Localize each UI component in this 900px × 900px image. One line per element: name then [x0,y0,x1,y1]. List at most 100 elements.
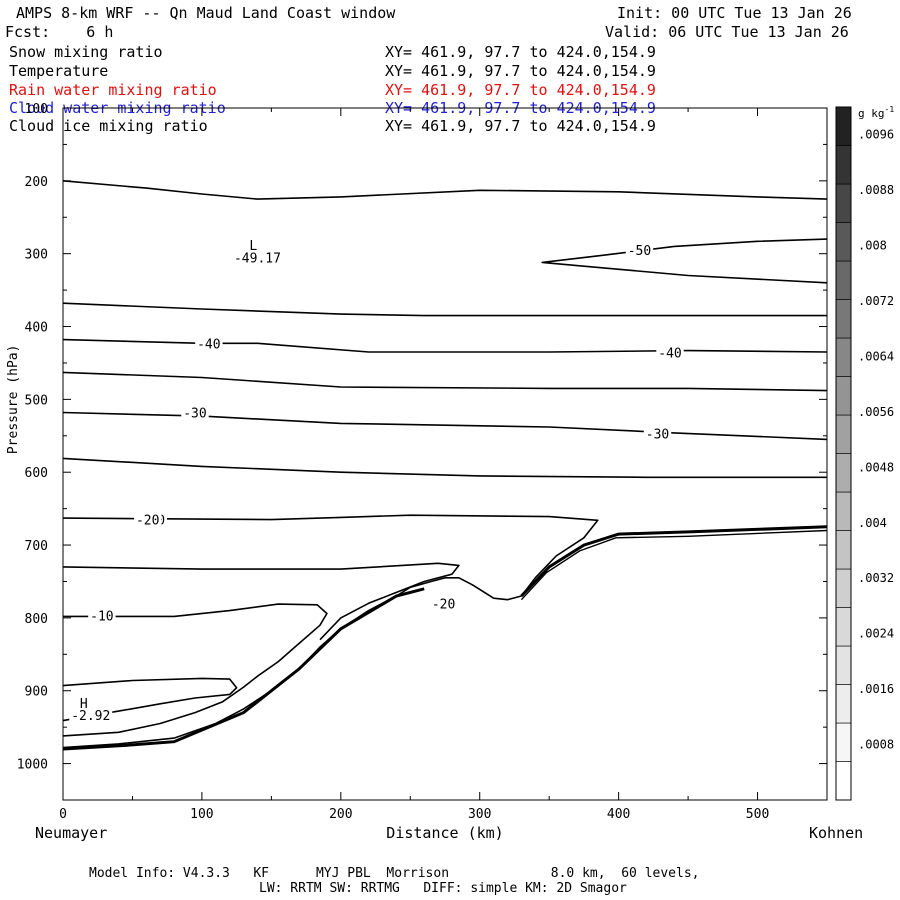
terrain-line [62,587,425,751]
colorbar-tick-label: .0072 [858,294,894,308]
terrain-line-east [520,525,828,598]
forecast-hour: Fcst: 6 h [5,23,114,41]
chart-annotation: -20 [136,514,159,529]
x-tick-label: 200 [329,807,352,822]
chart-annotation: -20 [432,597,455,612]
field-xy-cloud-ice: XY= 461.9, 97.7 to 424.0,154.9 [385,117,656,135]
colorbar-tick-label: .004 [858,516,887,530]
field-xy-snow: XY= 461.9, 97.7 to 424.0,154.9 [385,43,656,61]
colorbar-swatch [835,530,852,570]
colorbar-unit: g kg-1 [858,105,894,120]
colorbar-swatch [835,376,852,416]
chart-annotation-bg [77,697,90,713]
chart-annotation: -49.17 [234,251,281,266]
contour-label: -30 [183,406,206,421]
footer-model-info: Model Info: V4.3.3 KF MYJ PBL Morrison 8… [89,866,700,881]
colorbar-tick-label: .0064 [858,349,894,363]
contour-label-bg [625,244,654,260]
x-axis-title: Distance (km) [386,824,503,842]
contour-line [520,529,828,601]
x-tick-label: 500 [746,807,769,822]
y-axis-title: Pressure (hPa) [6,345,21,455]
colorbar-tick-label: .0096 [858,128,894,142]
contour-label: -10 [90,610,113,625]
x-tick-label: 400 [607,807,630,822]
colorbar-tick-label: .0048 [858,460,894,474]
y-tick-label: 100 [25,102,48,117]
colorbar-unit-exponent: -1 [885,105,895,114]
colorbar-tick-label: .0032 [858,571,894,585]
footer-physics-info: LW: RRTM SW: RRTMG DIFF: simple KM: 2D S… [259,881,627,896]
colorbar-swatch [835,453,852,493]
y-tick-label: 1000 [17,758,48,773]
colorbar-tick-label: .0056 [858,405,894,419]
chart-annotation: L [249,239,257,254]
colorbar-tick-label: .0016 [858,682,894,696]
colorbar-swatch [835,568,852,608]
y-tick-label: 400 [25,321,48,336]
contour-line [62,677,238,722]
colorbar-swatch [835,491,852,531]
field-xy-temperature: XY= 461.9, 97.7 to 424.0,154.9 [385,62,656,80]
contour-line [541,238,828,284]
contour-line [62,338,828,353]
chart-annotation: -40 [658,347,681,362]
colorbar-tick-label: .0024 [858,627,894,641]
chart-annotation-bg [134,514,162,530]
y-tick-label: 700 [25,539,48,554]
field-name-rain: Rain water mixing ratio [9,81,217,99]
chart-annotation: -2.92 [71,709,110,724]
contour-label-bg [88,610,116,626]
y-tick-label: 300 [25,248,48,263]
colorbar-swatch [835,222,852,262]
chart-annotation: H [80,697,88,712]
x-tick-label: 100 [190,807,213,822]
contour-line [62,411,828,441]
contour-label-bg [181,407,209,423]
field-name-snow: Snow mixing ratio [9,43,163,61]
valid-time: Valid: 06 UTC Tue 13 Jan 26 [605,23,849,41]
colorbar-tick-label: .008 [858,239,887,253]
contour-line [62,603,328,737]
y-tick-label: 900 [25,685,48,700]
chart-annotation-bg [232,251,283,267]
colorbar-swatch [835,645,852,685]
y-tick-label: 200 [25,175,48,190]
colorbar-swatch [835,722,852,762]
contour-line [62,371,828,392]
contour-line [62,562,460,641]
colorbar-swatch [835,684,852,724]
end-location-label: Kohnen [809,824,863,842]
contour-label: -40 [197,337,220,352]
plot-frame [62,107,828,801]
contour-label: -50 [628,244,651,259]
chart-title: AMPS 8-km WRF -- Qn Maud Land Coast wind… [16,4,396,22]
chart-annotation-bg [69,709,113,725]
colorbar-swatch [835,145,852,185]
contour-label-bg [195,337,223,353]
colorbar-swatch [835,761,852,801]
field-name-cloud-ice: Cloud ice mixing ratio [9,117,208,135]
colorbar-frame [835,106,852,801]
y-tick-label: 800 [25,612,48,627]
colorbar-swatch [835,260,852,300]
field-xy-rain: XY= 461.9, 97.7 to 424.0,154.9 [385,81,656,99]
x-tick-label: 300 [468,807,491,822]
chart-annotation-bg [247,239,260,255]
contour-line [62,302,827,317]
contour-line [62,514,599,749]
chart-annotation-bg [429,597,458,613]
x-tick-label: 0 [59,807,67,822]
chart-annotation-bg [643,428,672,444]
colorbar-tick-label: .0088 [858,183,894,197]
colorbar-swatch [835,299,852,339]
init-time: Init: 00 UTC Tue 13 Jan 26 [617,4,852,22]
y-tick-label: 500 [25,393,48,408]
colorbar-swatch [835,183,852,223]
colorbar-tick-label: .0008 [858,738,894,752]
colorbar-swatch [835,414,852,454]
colorbar-swatch [835,337,852,377]
y-tick-label: 600 [25,466,48,481]
contour-line [62,457,827,479]
